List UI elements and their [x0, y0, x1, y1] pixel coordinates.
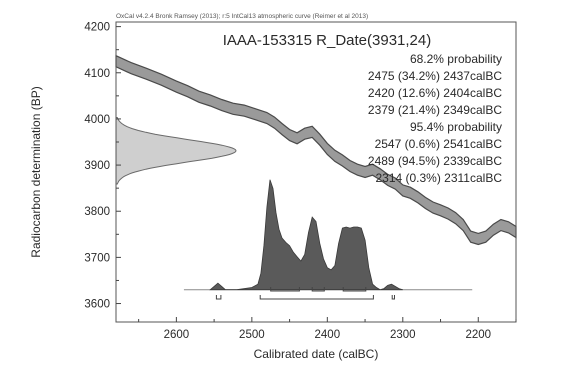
- y-tick-label: 4100: [84, 68, 110, 80]
- range-68-bracket: [342, 287, 367, 292]
- range-95-bracket: [259, 295, 374, 300]
- probability-line: 2420 (12.6%) 2404calBC: [368, 86, 502, 100]
- plot-title: IAAA-153315 R_Date(3931,24): [223, 32, 431, 49]
- y-tick-label: 3900: [84, 160, 110, 172]
- y-axis-title: Radiocarbon determination (BP): [29, 86, 43, 257]
- probability-line: 2489 (94.5%) 2339calBC: [368, 154, 502, 168]
- radiocarbon-distribution-layer: [115, 117, 237, 185]
- x-axis-title: Calibrated date (calBC): [254, 347, 379, 361]
- y-tick-label: 3800: [84, 206, 110, 218]
- x-tick-label: 2500: [239, 329, 265, 341]
- probability-line: 2547 (0.6%) 2541calBC: [375, 137, 503, 151]
- x-tick-label: 2400: [315, 329, 341, 341]
- probability-line: 95.4% probability: [410, 120, 502, 134]
- chart-credit: OxCal v4.2.4 Bronk Ramsey (2013); r:5 In…: [116, 13, 368, 20]
- probability-line: 2379 (21.4%) 2349calBC: [368, 103, 502, 117]
- range-95-bracket: [391, 295, 395, 300]
- probability-range-layer: [215, 287, 395, 300]
- range-95-bracket: [215, 295, 222, 300]
- probability-line: 68.2% probability: [410, 52, 502, 66]
- axis-layer: 3600 3700 3800 3900 4000 4100 4200 2600 2500 2400…: [84, 22, 517, 341]
- y-tick-label: 4200: [84, 22, 110, 34]
- x-tick-label: 2600: [164, 329, 190, 341]
- probability-text-block: 68.2% probability 2475 (34.2%) 2437calBC 2…: [368, 52, 502, 185]
- range-68-bracket: [270, 287, 300, 292]
- y-tick-label: 4000: [84, 114, 110, 126]
- y-tick-label: 3600: [84, 299, 110, 311]
- plot-frame: [115, 21, 517, 323]
- range-68-bracket: [311, 287, 325, 292]
- y-tick-label: 3700: [84, 252, 110, 264]
- radiocarbon-date-distribution: [115, 117, 237, 185]
- posterior-distribution-layer: [183, 179, 473, 291]
- probability-line: 2314 (0.3%) 2311calBC: [375, 171, 502, 185]
- probability-line: 2475 (34.2%) 2437calBC: [368, 69, 502, 83]
- x-tick-label: 2300: [390, 329, 416, 341]
- posterior-distribution: [209, 179, 403, 291]
- x-tick-label: 2200: [465, 329, 491, 341]
